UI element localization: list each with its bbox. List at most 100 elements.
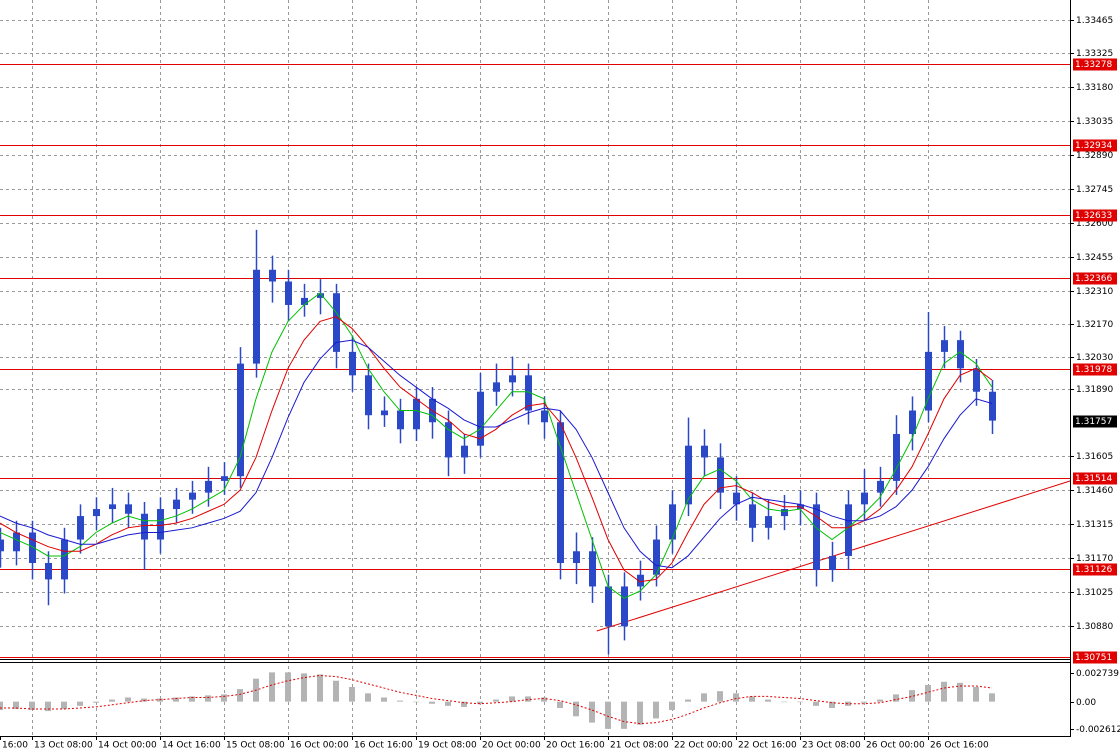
y-tick-label: 1.33035 bbox=[1076, 117, 1113, 127]
y-tick-label: 1.33180 bbox=[1076, 83, 1113, 93]
histogram-bar bbox=[45, 701, 51, 712]
candle-body bbox=[861, 492, 868, 505]
histogram-bar bbox=[477, 701, 483, 704]
y-tick-label: 1.31315 bbox=[1076, 520, 1113, 530]
candle-body bbox=[269, 269, 276, 282]
histogram-bar bbox=[333, 680, 339, 702]
level-label-box bbox=[1073, 272, 1117, 285]
x-tick-label: 19 Oct 08:00 bbox=[418, 741, 477, 751]
candle-body bbox=[0, 539, 4, 552]
histogram-bar bbox=[941, 681, 947, 702]
x-tick-label: 21 Oct 08:00 bbox=[610, 741, 669, 751]
histogram-bar bbox=[861, 701, 867, 703]
histogram-bar bbox=[557, 701, 563, 708]
histogram-bar bbox=[957, 682, 963, 702]
level-label-box bbox=[1073, 363, 1117, 376]
candle-body bbox=[541, 410, 548, 423]
level-label: 1.33278 bbox=[1075, 60, 1112, 70]
y-tick-label: 1.31890 bbox=[1076, 385, 1113, 395]
level-label: 1.31514 bbox=[1075, 474, 1112, 484]
level-label: 1.31126 bbox=[1075, 565, 1112, 575]
histogram-bar bbox=[925, 684, 931, 702]
histogram-bar bbox=[701, 693, 707, 702]
candle-body bbox=[253, 269, 260, 364]
x-tick-label: 13 Oct 08:00 bbox=[34, 741, 93, 751]
moving-average bbox=[0, 339, 993, 569]
histogram-bar bbox=[205, 695, 211, 702]
candle-body bbox=[957, 340, 964, 369]
y-tick-label: 1.32455 bbox=[1076, 253, 1113, 263]
histogram-bar bbox=[349, 687, 355, 702]
candle-body bbox=[413, 398, 420, 430]
histogram-bar bbox=[365, 693, 371, 702]
candle-body bbox=[749, 504, 756, 528]
candle-body bbox=[285, 281, 292, 305]
y-tick-label: 1.32030 bbox=[1076, 353, 1113, 363]
histogram-bar bbox=[285, 672, 291, 702]
y-tick-label: 1.33465 bbox=[1076, 16, 1113, 26]
candle-body bbox=[445, 422, 452, 458]
candle-body bbox=[45, 562, 52, 580]
x-tick-label: 16 Oct 00:00 bbox=[290, 741, 349, 751]
candle-body bbox=[701, 445, 708, 458]
histogram-bar bbox=[797, 701, 803, 703]
y-tick-label: 1.32745 bbox=[1076, 185, 1113, 195]
level-label-box bbox=[1073, 58, 1117, 71]
histogram-bar bbox=[0, 701, 3, 711]
level-label-box bbox=[1073, 472, 1117, 485]
histogram-bar bbox=[573, 701, 579, 717]
histogram-bar bbox=[637, 701, 643, 725]
y-tick-label: -0.002612 bbox=[1076, 725, 1120, 735]
histogram-bar bbox=[269, 672, 275, 702]
y-tick-label: 1.31460 bbox=[1076, 486, 1113, 496]
histogram-bar bbox=[813, 701, 819, 706]
candle-body bbox=[397, 410, 404, 430]
candle-body bbox=[973, 368, 980, 392]
grid bbox=[0, 0, 1070, 736]
histogram-bar bbox=[765, 699, 771, 702]
candle-body bbox=[365, 375, 372, 416]
x-tick-label: 14 Oct 00:00 bbox=[98, 741, 157, 751]
x-tick-label: 26 Oct 00:00 bbox=[866, 741, 925, 751]
histogram-bar bbox=[141, 698, 147, 702]
candle-body bbox=[573, 551, 580, 563]
candle-body bbox=[381, 410, 388, 416]
histogram-bar bbox=[493, 699, 499, 702]
candle-body bbox=[205, 480, 212, 493]
y-tick-label: 1.32310 bbox=[1076, 287, 1113, 297]
histogram-bar bbox=[173, 697, 179, 702]
oscillator-plot bbox=[0, 672, 995, 729]
histogram-bar bbox=[749, 696, 755, 702]
candle-body bbox=[461, 445, 468, 458]
histogram-bar bbox=[845, 701, 851, 706]
histogram-bar bbox=[317, 674, 323, 702]
candle-body bbox=[765, 516, 772, 528]
histogram-bar bbox=[525, 696, 531, 702]
x-tick-label: 23 Oct 08:00 bbox=[802, 741, 861, 751]
x-tick-label: 16:00 bbox=[2, 741, 28, 751]
candle-body bbox=[173, 499, 180, 510]
histogram-bar bbox=[829, 701, 835, 708]
x-tick-label: 15 Oct 08:00 bbox=[226, 741, 285, 751]
level-label: 1.30751 bbox=[1075, 653, 1112, 663]
x-tick-label: 20 Oct 16:00 bbox=[546, 741, 605, 751]
level-label-box bbox=[1073, 563, 1117, 576]
histogram-bar bbox=[93, 701, 99, 703]
candle-body bbox=[493, 382, 500, 392]
candle-body bbox=[733, 492, 740, 505]
candle-body bbox=[93, 509, 100, 517]
level-label-box bbox=[1073, 139, 1117, 152]
histogram-bar bbox=[221, 694, 227, 702]
candle-body bbox=[221, 476, 228, 481]
candle-body bbox=[605, 586, 612, 627]
histogram-bar bbox=[109, 699, 115, 702]
candle-body bbox=[557, 422, 564, 563]
histogram-bar bbox=[445, 701, 451, 706]
histogram-bar bbox=[461, 701, 467, 707]
candle-body bbox=[589, 551, 596, 587]
y-tick-label: 1.32170 bbox=[1076, 320, 1113, 330]
y-tick-label: 0.00 bbox=[1076, 698, 1096, 708]
candle-body bbox=[157, 509, 164, 540]
histogram-bar bbox=[237, 689, 243, 702]
